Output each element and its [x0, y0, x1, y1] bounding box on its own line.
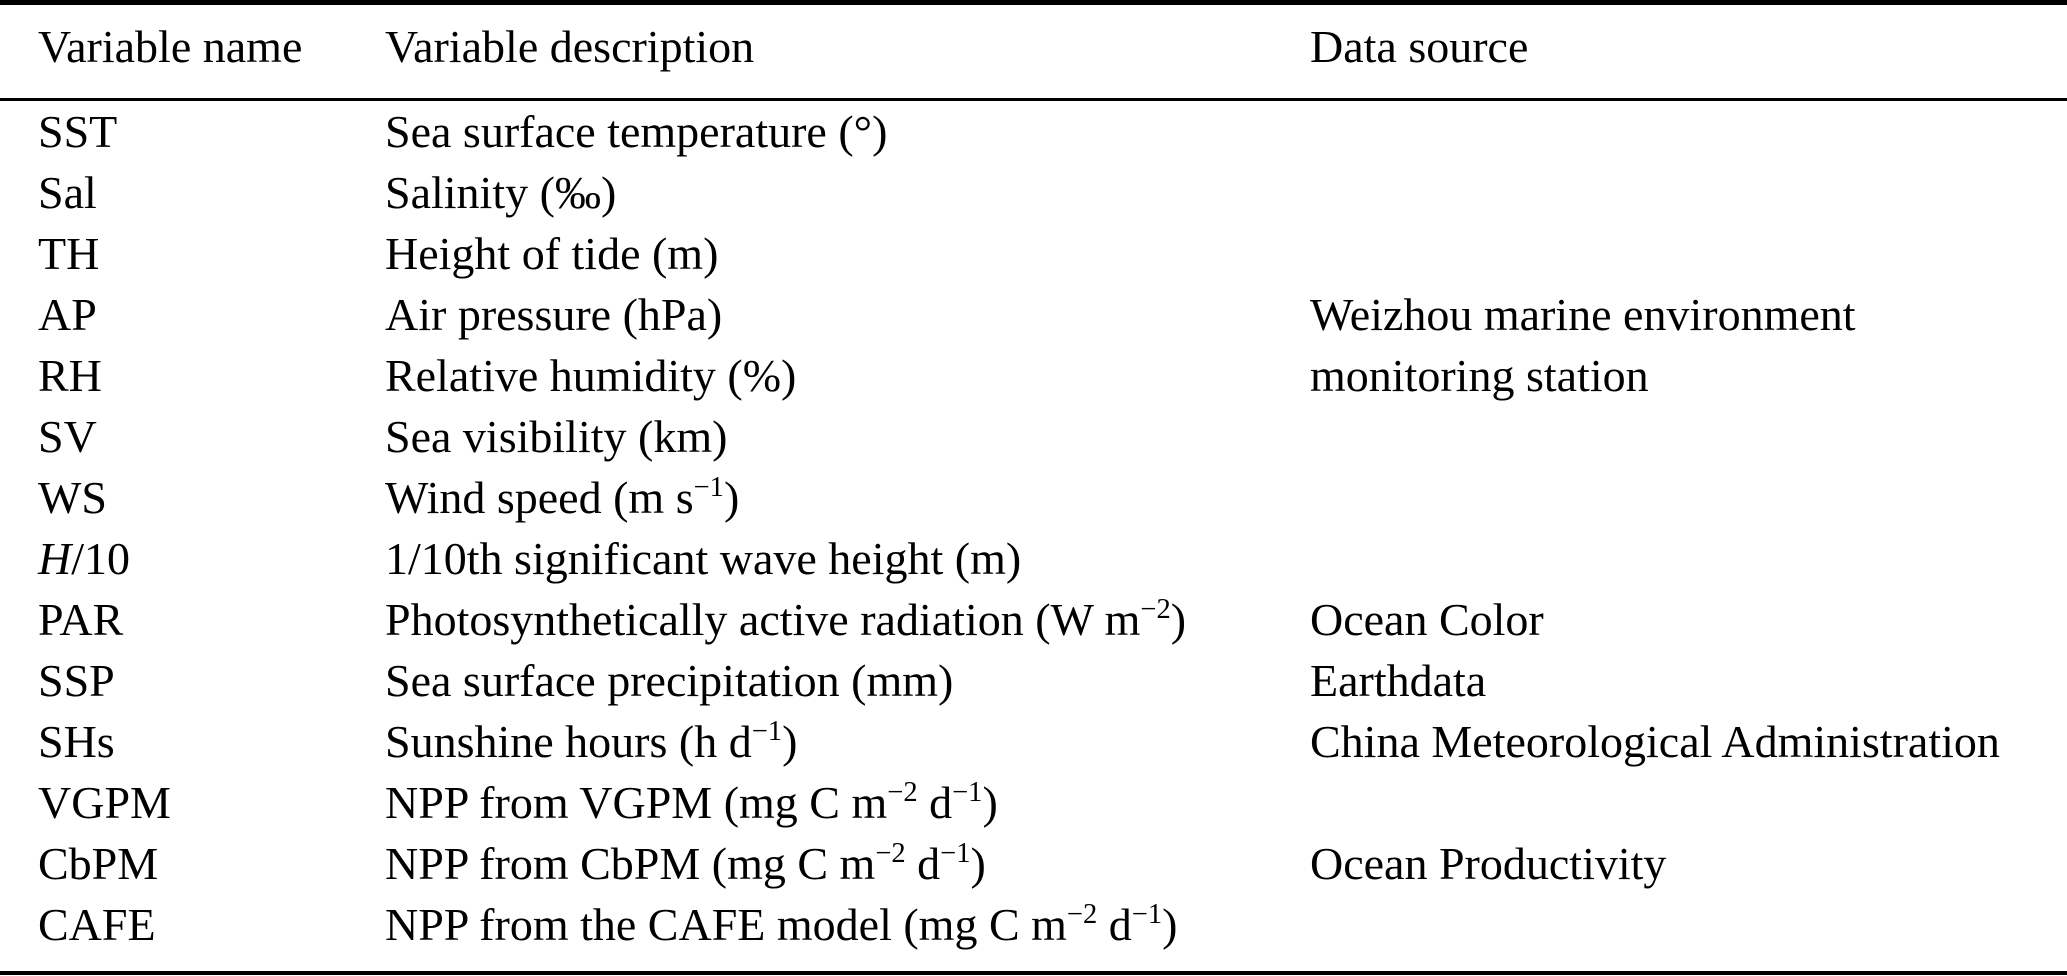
cell-variable-name: SV: [38, 411, 97, 462]
header-data-source: Data source: [1310, 2, 2067, 101]
cell-data-source: [1310, 162, 2067, 223]
cell-variable-description: NPP from the CAFE model (mg C m−2 d−1): [385, 899, 1178, 950]
header-row: Variable name Variable description Data …: [0, 2, 2067, 101]
table-row: TH Height of tide (m): [0, 223, 2067, 284]
cell-variable-name: CAFE: [38, 899, 156, 950]
cell-variable-description: Salinity (‰): [385, 167, 617, 218]
cell-variable-name: SSP: [38, 655, 115, 706]
table-row: CAFE NPP from the CAFE model (mg C m−2 d…: [0, 894, 2067, 955]
cell-data-source: [1310, 223, 2067, 284]
cell-variable-name: Sal: [38, 167, 97, 218]
cell-variable-name: RH: [38, 350, 102, 401]
cell-variable-description: Relative humidity (%): [385, 350, 797, 401]
cell-data-source: monitoring station: [1310, 350, 1649, 401]
cell-variable-name: CbPM: [38, 838, 159, 889]
table-body: SST Sea surface temperature (°) Sal Sali…: [0, 100, 2067, 974]
table-row: Sal Salinity (‰): [0, 162, 2067, 223]
cell-data-source: [1310, 528, 2067, 589]
table-row: WS Wind speed (m s−1): [0, 467, 2067, 528]
cell-variable-description: NPP from VGPM (mg C m−2 d−1): [385, 777, 998, 828]
cell-variable-description: Air pressure (hPa): [385, 289, 723, 340]
cell-variable-description: Sunshine hours (h d−1): [385, 716, 798, 767]
cell-variable-name: SST: [38, 106, 118, 157]
header-variable-description: Variable description: [385, 2, 1310, 101]
table-row: SSP Sea surface precipitation (mm) Earth…: [0, 650, 2067, 711]
cell-variable-description: Sea surface precipitation (mm): [385, 655, 954, 706]
table-row: PAR Photosynthetically active radiation …: [0, 589, 2067, 650]
table-row: CbPM NPP from CbPM (mg C m−2 d−1) Ocean …: [0, 833, 2067, 894]
cell-variable-description: Height of tide (m): [385, 228, 719, 279]
cell-data-source: [1310, 100, 2067, 163]
header-variable-name: Variable name: [0, 2, 385, 101]
table-row: H/10 1/10th significant wave height (m): [0, 528, 2067, 589]
cell-variable-description: Photosynthetically active radiation (W m…: [385, 594, 1187, 645]
cell-data-source: [1310, 406, 2067, 467]
table-row: SV Sea visibility (km): [0, 406, 2067, 467]
cell-data-source: Ocean Color: [1310, 594, 1544, 645]
table-row: SST Sea surface temperature (°): [0, 100, 2067, 163]
table-row: AP Air pressure (hPa) Weizhou marine env…: [0, 284, 2067, 345]
cell-data-source: Weizhou marine environment: [1310, 289, 1856, 340]
cell-data-source: Ocean Productivity: [1310, 838, 1667, 889]
cell-variable-name: H/10: [38, 533, 131, 584]
spacer-row: [0, 955, 2067, 973]
cell-variable-name: VGPM: [38, 777, 171, 828]
cell-data-source: [1310, 772, 2067, 833]
cell-variable-description: Sea surface temperature (°): [385, 106, 888, 157]
cell-variable-description: Sea visibility (km): [385, 411, 728, 462]
cell-variable-description: Wind speed (m s−1): [385, 472, 740, 523]
cell-data-source: Earthdata: [1310, 655, 1487, 706]
table-row: RH Relative humidity (%) monitoring stat…: [0, 345, 2067, 406]
cell-variable-name: AP: [38, 289, 97, 340]
cell-variable-name: TH: [38, 228, 100, 279]
cell-variable-name: WS: [38, 472, 107, 523]
table-row: SHs Sunshine hours (h d−1) China Meteoro…: [0, 711, 2067, 772]
cell-variable-description: NPP from CbPM (mg C m−2 d−1): [385, 838, 986, 889]
cell-variable-description: 1/10th significant wave height (m): [385, 533, 1022, 584]
table-row: VGPM NPP from VGPM (mg C m−2 d−1): [0, 772, 2067, 833]
cell-data-source: [1310, 467, 2067, 528]
cell-data-source: China Meteorological Administration: [1310, 716, 2000, 767]
table-header: Variable name Variable description Data …: [0, 2, 2067, 101]
cell-variable-name: SHs: [38, 716, 115, 767]
cell-variable-name: PAR: [38, 594, 124, 645]
spacer-cell: [0, 955, 2067, 973]
cell-data-source: [1310, 894, 2067, 955]
